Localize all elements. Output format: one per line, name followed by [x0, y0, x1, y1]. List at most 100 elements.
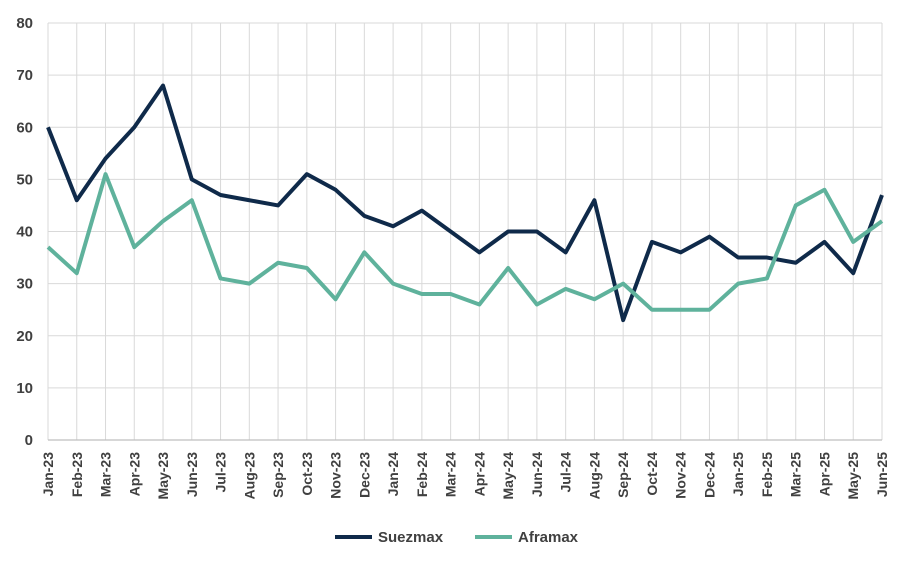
- data-point-aframax: [679, 308, 683, 312]
- data-point-aframax: [46, 245, 50, 249]
- x-tick-label: Jan-23: [40, 452, 56, 497]
- data-point-suezmax: [851, 271, 855, 275]
- data-point-suezmax: [707, 235, 711, 239]
- data-point-suezmax: [420, 209, 424, 213]
- data-point-aframax: [535, 302, 539, 306]
- data-point-aframax: [104, 172, 108, 176]
- data-point-suezmax: [334, 188, 338, 192]
- x-tick-label: Nov-24: [673, 452, 689, 499]
- data-point-aframax: [707, 308, 711, 312]
- legend-label-suezmax: Suezmax: [378, 529, 444, 546]
- data-point-suezmax: [880, 193, 884, 197]
- data-point-suezmax: [276, 203, 280, 207]
- data-point-suezmax: [219, 193, 223, 197]
- x-tick-label: Jan-25: [730, 452, 746, 497]
- x-tick-label: Apr-23: [126, 452, 142, 497]
- x-tick-label: Jun-25: [874, 452, 890, 497]
- x-tick-label: Feb-23: [69, 452, 85, 497]
- data-point-aframax: [851, 240, 855, 244]
- y-tick-label: 20: [16, 328, 33, 345]
- x-tick-label: May-25: [845, 452, 861, 500]
- y-tick-label: 50: [16, 171, 33, 188]
- legend-item-suezmax: Suezmax: [335, 529, 444, 546]
- y-tick-label: 80: [16, 15, 33, 32]
- legend-item-aframax: Aframax: [475, 529, 579, 546]
- x-tick-label: Oct-23: [299, 452, 315, 496]
- data-point-suezmax: [449, 230, 453, 234]
- data-point-aframax: [391, 282, 395, 286]
- data-point-suezmax: [46, 125, 50, 129]
- x-tick-label: Dec-24: [701, 452, 717, 498]
- data-point-aframax: [621, 282, 625, 286]
- data-point-aframax: [650, 308, 654, 312]
- data-point-aframax: [420, 292, 424, 296]
- gridlines: [47, 22, 883, 440]
- x-tick-label: May-23: [155, 452, 171, 500]
- data-point-aframax: [247, 282, 251, 286]
- data-point-aframax: [449, 292, 453, 296]
- x-tick-label: Mar-25: [788, 452, 804, 497]
- y-tick-label: 10: [16, 380, 33, 397]
- data-point-aframax: [161, 219, 165, 223]
- x-tick-label: Jan-24: [385, 452, 401, 497]
- x-tick-label: Mar-23: [98, 452, 114, 497]
- data-point-aframax: [75, 271, 79, 275]
- data-point-suezmax: [75, 198, 79, 202]
- x-tick-label: Feb-24: [414, 452, 430, 497]
- data-point-aframax: [305, 266, 309, 270]
- data-point-aframax: [190, 198, 194, 202]
- x-tick-label: Aug-24: [586, 452, 602, 500]
- x-tick-label: Sep-24: [615, 452, 631, 498]
- data-point-suezmax: [104, 157, 108, 161]
- data-point-suezmax: [765, 256, 769, 260]
- data-point-suezmax: [362, 214, 366, 218]
- data-point-suezmax: [506, 230, 510, 234]
- y-axis: 0 10 20 30 40 50 60 70 80: [16, 15, 33, 449]
- data-point-aframax: [736, 282, 740, 286]
- data-point-suezmax: [822, 240, 826, 244]
- data-point-aframax: [794, 203, 798, 207]
- x-tick-label: May-24: [500, 452, 516, 500]
- data-point-aframax: [564, 287, 568, 291]
- y-tick-label: 60: [16, 119, 33, 136]
- y-tick-label: 70: [16, 67, 33, 84]
- x-tick-label: Sep-23: [270, 452, 286, 498]
- x-tick-label: Mar-24: [443, 452, 459, 497]
- data-point-suezmax: [391, 224, 395, 228]
- data-point-aframax: [822, 188, 826, 192]
- data-point-aframax: [276, 261, 280, 265]
- x-tick-label: Jul-23: [213, 452, 229, 493]
- data-point-aframax: [132, 245, 136, 249]
- data-point-aframax: [880, 219, 884, 223]
- data-point-suezmax: [305, 172, 309, 176]
- data-point-suezmax: [650, 240, 654, 244]
- x-tick-label: Aug-23: [241, 452, 257, 500]
- legend-label-aframax: Aframax: [518, 529, 579, 546]
- x-tick-label: Apr-25: [816, 452, 832, 497]
- y-tick-label: 30: [16, 276, 33, 293]
- x-tick-label: Dec-23: [356, 452, 372, 498]
- x-tick-label: Apr-24: [471, 452, 487, 497]
- data-point-suezmax: [679, 250, 683, 254]
- x-tick-label: Nov-23: [328, 452, 344, 499]
- y-tick-label: 40: [16, 224, 33, 241]
- data-point-aframax: [477, 302, 481, 306]
- data-point-suezmax: [621, 318, 625, 322]
- series-line-suezmax: [46, 83, 884, 323]
- data-point-aframax: [334, 297, 338, 301]
- legend: Suezmax Aframax: [335, 529, 579, 546]
- x-tick-label: Jul-24: [558, 452, 574, 493]
- data-point-aframax: [362, 250, 366, 254]
- data-point-suezmax: [247, 198, 251, 202]
- series-lines: [46, 83, 884, 323]
- series-line-aframax: [46, 172, 884, 312]
- x-tick-label: Jun-24: [529, 452, 545, 497]
- data-point-suezmax: [564, 250, 568, 254]
- data-point-aframax: [219, 276, 223, 280]
- data-point-aframax: [592, 297, 596, 301]
- data-point-suezmax: [736, 256, 740, 260]
- data-point-suezmax: [132, 125, 136, 129]
- data-point-suezmax: [161, 84, 165, 88]
- x-tick-label: Feb-25: [759, 452, 775, 497]
